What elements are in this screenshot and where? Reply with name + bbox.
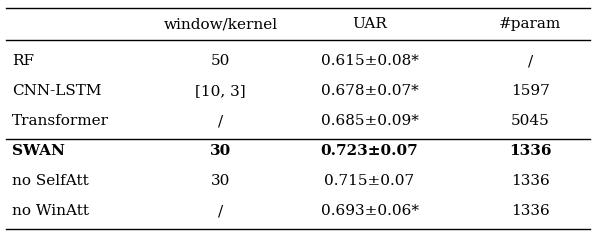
Text: SWAN: SWAN — [12, 144, 65, 158]
Text: 1336: 1336 — [511, 174, 550, 188]
Text: #param: #param — [499, 17, 561, 31]
Text: 1597: 1597 — [511, 84, 550, 98]
Text: 0.615±0.08*: 0.615±0.08* — [321, 54, 418, 68]
Text: UAR: UAR — [352, 17, 387, 31]
Text: /: / — [218, 114, 223, 128]
Text: Transformer: Transformer — [12, 114, 109, 128]
Text: 50: 50 — [211, 54, 230, 68]
Text: 0.723±0.07: 0.723±0.07 — [321, 144, 418, 158]
Text: CNN-LSTM: CNN-LSTM — [12, 84, 101, 98]
Text: 1336: 1336 — [511, 204, 550, 218]
Text: 0.685±0.09*: 0.685±0.09* — [321, 114, 418, 128]
Text: 5045: 5045 — [511, 114, 550, 128]
Text: /: / — [528, 54, 533, 68]
Text: 30: 30 — [211, 174, 230, 188]
Text: 0.693±0.06*: 0.693±0.06* — [321, 204, 418, 218]
Text: window/kernel: window/kernel — [163, 17, 278, 31]
Text: RF: RF — [12, 54, 34, 68]
Text: 0.715±0.07: 0.715±0.07 — [324, 174, 415, 188]
Text: no WinAtt: no WinAtt — [12, 204, 89, 218]
Text: [10, 3]: [10, 3] — [195, 84, 246, 98]
Text: 1336: 1336 — [509, 144, 552, 158]
Text: /: / — [218, 204, 223, 218]
Text: no SelfAtt: no SelfAtt — [12, 174, 89, 188]
Text: 0.678±0.07*: 0.678±0.07* — [321, 84, 418, 98]
Text: 30: 30 — [210, 144, 231, 158]
